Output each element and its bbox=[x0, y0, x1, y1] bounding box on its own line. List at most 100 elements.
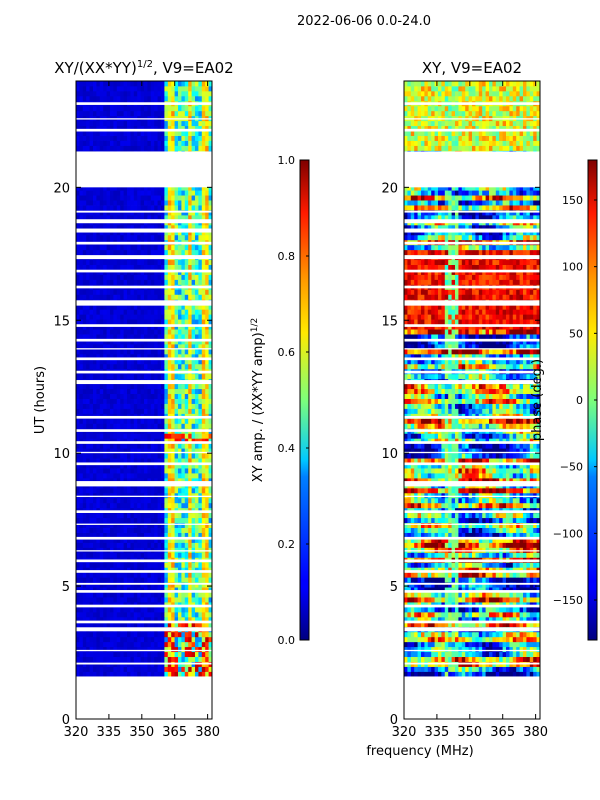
amplitude-cell bbox=[198, 636, 203, 643]
amplitude-cell bbox=[82, 656, 87, 662]
amplitude-cell bbox=[82, 592, 87, 598]
amplitude-cell bbox=[110, 487, 114, 494]
amplitude-cell bbox=[147, 329, 152, 335]
amplitude-cell bbox=[82, 279, 87, 285]
amplitude-cell bbox=[205, 363, 209, 370]
amplitude-cell bbox=[201, 314, 206, 320]
amplitude-cell bbox=[188, 393, 192, 399]
amplitude-cell bbox=[174, 353, 179, 360]
amplitude-cell bbox=[106, 587, 111, 593]
amplitude-cell bbox=[167, 492, 172, 499]
amplitude-cell bbox=[103, 205, 107, 211]
amplitude-cell bbox=[174, 229, 179, 236]
amplitude-cell bbox=[120, 453, 124, 459]
amplitude-cell bbox=[167, 567, 172, 573]
amplitude-cell bbox=[198, 388, 203, 395]
phase-cell bbox=[533, 671, 537, 677]
amplitude-cell bbox=[127, 309, 131, 315]
amplitude-cell bbox=[133, 448, 138, 454]
amplitude-cell bbox=[195, 666, 199, 672]
amplitude-cell bbox=[208, 289, 212, 295]
amplitude-cell bbox=[150, 527, 155, 533]
amplitude-cell bbox=[140, 130, 145, 136]
phase-cell bbox=[509, 671, 514, 677]
amplitude-colorbar-ticks: 0.00.20.40.60.81.0 bbox=[278, 154, 309, 647]
amplitude-cell bbox=[184, 398, 189, 404]
amplitude-cell bbox=[164, 621, 169, 628]
amplitude-cell bbox=[106, 577, 111, 583]
amplitude-cell bbox=[86, 532, 90, 538]
amplitude-cell bbox=[89, 383, 94, 390]
amplitude-cell bbox=[140, 81, 145, 87]
amplitude-cell bbox=[110, 453, 114, 459]
amplitude-cell bbox=[157, 125, 162, 132]
amplitude-cell bbox=[130, 259, 135, 265]
amplitude-cell bbox=[147, 185, 152, 191]
amplitude-cell bbox=[99, 279, 104, 285]
amplitude-cell bbox=[110, 473, 114, 479]
amplitude-cell bbox=[188, 319, 192, 325]
amplitude-cell bbox=[113, 552, 118, 558]
amplitude-cell bbox=[150, 512, 155, 519]
amplitude-cell bbox=[93, 443, 97, 449]
amplitude-cell bbox=[184, 348, 189, 355]
amplitude-cell bbox=[164, 388, 169, 395]
amplitude-cell bbox=[123, 403, 128, 409]
amplitude-cell bbox=[96, 567, 101, 573]
amplitude-cell bbox=[205, 353, 209, 360]
amplitude-cell bbox=[154, 85, 158, 92]
amplitude-cell bbox=[181, 125, 186, 132]
amplitude-cell bbox=[174, 607, 179, 613]
amplitude-cell bbox=[96, 537, 101, 543]
amplitude-cell bbox=[184, 319, 189, 325]
amplitude-cell bbox=[174, 497, 179, 504]
amplitude-cell bbox=[184, 547, 189, 553]
amplitude-cell bbox=[89, 611, 94, 618]
amplitude-cell bbox=[181, 105, 186, 112]
amplitude-cell bbox=[76, 105, 80, 112]
amplitude-cell bbox=[161, 408, 165, 414]
amplitude-cell bbox=[178, 587, 182, 593]
amplitude-cell bbox=[116, 572, 121, 578]
amplitude-cell bbox=[171, 195, 175, 201]
amplitude-cell bbox=[195, 294, 199, 300]
amplitude-cell bbox=[76, 309, 80, 315]
amplitude-cell bbox=[174, 234, 179, 241]
amplitude-cell bbox=[116, 631, 121, 638]
amplitude-cell bbox=[137, 646, 141, 653]
amplitude-cell bbox=[123, 125, 128, 132]
amplitude-cell bbox=[178, 244, 182, 251]
amplitude-cell bbox=[188, 433, 192, 439]
amplitude-cell bbox=[174, 527, 179, 533]
amplitude-cell bbox=[103, 140, 107, 146]
amplitude-cell bbox=[144, 289, 148, 295]
amplitude-cell bbox=[154, 234, 158, 241]
amplitude-cell bbox=[106, 289, 111, 295]
amplitude-cell bbox=[89, 532, 94, 538]
amplitude-cell bbox=[116, 592, 121, 598]
amplitude-cell bbox=[86, 294, 90, 300]
amplitude-cell bbox=[154, 477, 158, 484]
amplitude-cell bbox=[113, 373, 118, 380]
amplitude-cell bbox=[96, 289, 101, 295]
amplitude-cell bbox=[144, 200, 148, 206]
amplitude-cell bbox=[174, 289, 179, 295]
amplitude-cell bbox=[99, 388, 104, 395]
amplitude-cell bbox=[201, 438, 206, 444]
amplitude-cell bbox=[140, 110, 145, 117]
amplitude-cell bbox=[154, 264, 158, 270]
amplitude-cell bbox=[137, 229, 141, 236]
amplitude-cell bbox=[208, 443, 212, 449]
amplitude-cell bbox=[82, 294, 87, 300]
amplitude-cell bbox=[86, 90, 90, 97]
amplitude-cell bbox=[208, 477, 212, 484]
amplitude-cell bbox=[82, 95, 87, 102]
amplitude-cell bbox=[164, 249, 169, 256]
amplitude-cell bbox=[171, 552, 175, 558]
amplitude-cell bbox=[89, 636, 94, 643]
amplitude-cell bbox=[205, 636, 209, 643]
amplitude-cell bbox=[171, 249, 175, 256]
amplitude-cell bbox=[164, 611, 169, 618]
amplitude-cell bbox=[106, 85, 111, 92]
amplitude-cell bbox=[150, 587, 155, 593]
